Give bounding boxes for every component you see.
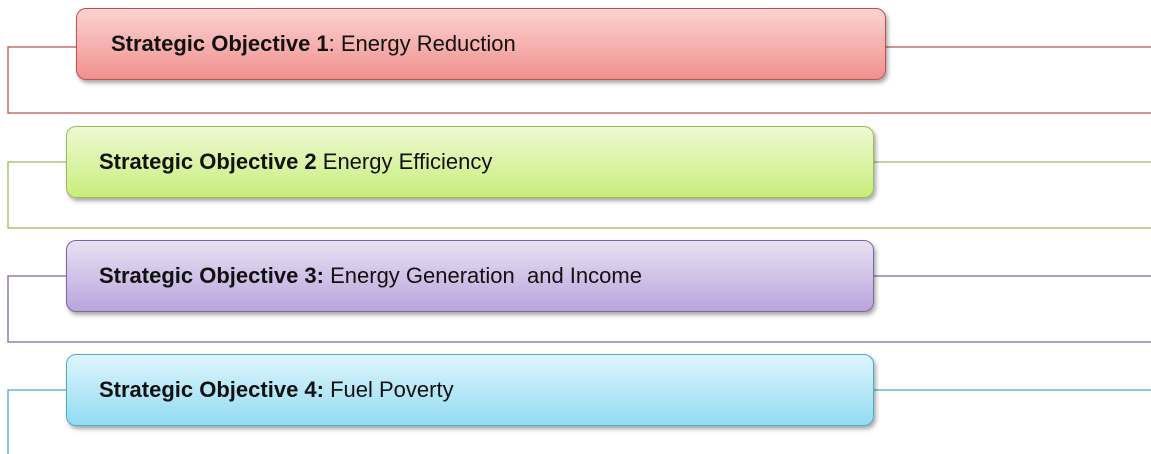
objective-label: Strategic Objective 4: [99,377,324,402]
connector [7,389,66,454]
objective-text: Fuel Poverty [323,377,454,402]
objective-box: Strategic Objective 3: Energy Generation… [66,240,874,312]
objective-box: Strategic Objective 2 Energy Efficiency [66,126,874,198]
objective-label: Strategic Objective 3: [99,263,324,288]
connector [7,46,1151,114]
objective-label: Strategic Objective 1 [111,31,329,56]
objective-box: Strategic Objective 4: Fuel Poverty [66,354,874,426]
objective-text: : Energy Reduction [328,31,516,56]
objective-text: Energy Efficiency [316,149,493,174]
objective-label: Strategic Objective 2 [99,149,317,174]
objective-text: Energy Generation and Income [323,263,642,288]
connector [7,161,1151,229]
objective-box: Strategic Objective 1: Energy Reduction [76,8,886,80]
connector [7,275,1151,343]
